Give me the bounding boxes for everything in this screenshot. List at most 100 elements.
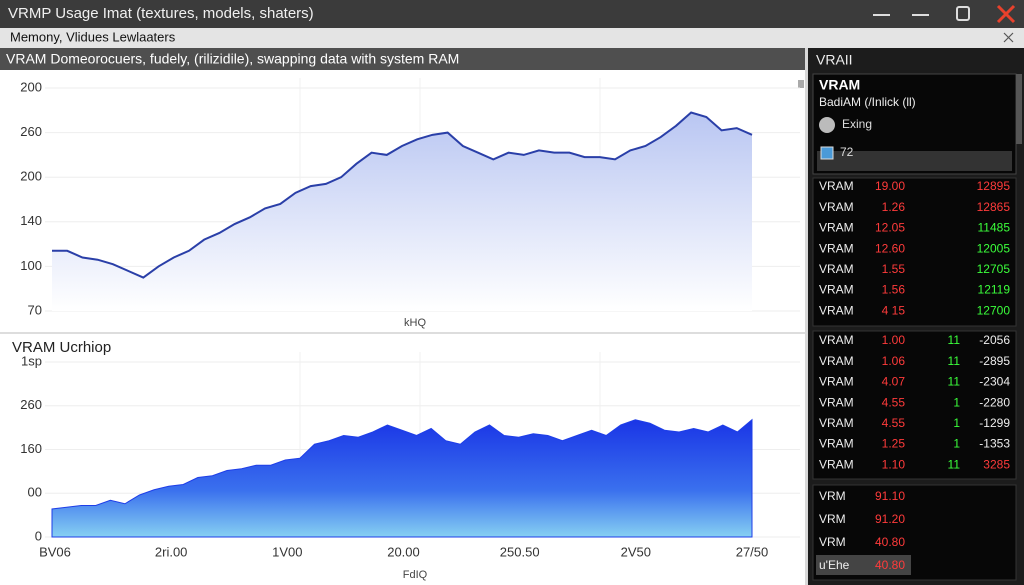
table-cell: 1.55	[882, 262, 906, 276]
y-tick-label: 200	[20, 79, 42, 94]
x-axis-label: kHQ	[404, 317, 426, 329]
table-cell: VRAM	[819, 457, 854, 471]
table-cell: 1.56	[882, 283, 906, 297]
table-cell: 1.06	[882, 354, 906, 368]
table-cell: VRAM	[819, 395, 854, 409]
table-cell: 11	[948, 457, 961, 471]
table-cell: 11	[948, 333, 961, 347]
table-cell: VRAM	[819, 283, 854, 297]
table-cell: -2304	[979, 375, 1010, 389]
table-cell: 12005	[977, 241, 1011, 255]
table-cell: 3285	[983, 457, 1010, 471]
panel-header	[0, 48, 805, 70]
y-tick-label: 260	[20, 124, 42, 139]
x-axis-label: FdIQ	[403, 569, 428, 581]
table-cell: VRM	[819, 512, 846, 526]
box-subtitle: BadiAM (/Inlick (ll)	[819, 95, 916, 109]
input-field[interactable]	[817, 151, 1012, 171]
table-cell: 4.55	[882, 416, 906, 430]
table-cell: 91.20	[875, 512, 905, 526]
table-cell: VRAM	[819, 262, 854, 276]
table-cell: u'Ehe	[819, 558, 850, 572]
y-tick-label: 70	[28, 302, 42, 317]
table-cell: 12705	[977, 262, 1011, 276]
table-cell: -2895	[979, 354, 1010, 368]
selected-row	[816, 555, 911, 575]
x-tick-label: 2V50	[621, 544, 651, 559]
table-cell: 11	[948, 375, 961, 389]
table-cell: -2056	[979, 333, 1010, 347]
table-cell: 4.07	[882, 375, 906, 389]
y-tick-label: 200	[20, 169, 42, 184]
menu-bar	[0, 28, 1024, 48]
table-cell: 11	[948, 354, 961, 368]
table-2-bg	[812, 330, 1017, 480]
y-tick-label: 260	[20, 397, 42, 412]
table-cell: 12119	[978, 283, 1011, 297]
table-cell: 91.10	[875, 489, 905, 503]
checkbox-label: 72	[840, 145, 854, 159]
restore-button[interactable]	[956, 6, 970, 21]
y-tick-label: 100	[20, 258, 42, 273]
table-cell: VRAM	[819, 437, 854, 451]
area	[51, 418, 753, 538]
close-tab-button[interactable]	[1003, 32, 1014, 43]
y-tick-label: 0	[35, 528, 42, 543]
table-cell: VRAM	[819, 221, 854, 235]
table-cell: 1.00	[882, 333, 906, 347]
window-title: VRMP Usage Imat (textures, models, shate…	[8, 5, 314, 22]
table-cell: 12.05	[875, 221, 905, 235]
checkbox[interactable]	[820, 146, 834, 160]
table-cell: 40.80	[875, 558, 905, 572]
radio-button[interactable]	[819, 117, 835, 133]
table-cell: 4.55	[882, 395, 906, 409]
y-tick-label: 1sp	[21, 353, 42, 368]
table-cell: 1	[953, 416, 960, 430]
table-cell: 12700	[977, 303, 1011, 317]
table-cell: VRM	[819, 535, 846, 549]
panel-header-text: VRAM Domeorocuers, fudely, (rilizidile),…	[6, 51, 459, 67]
side-scrollbar[interactable]	[1016, 74, 1022, 144]
table-cell: 1.10	[882, 457, 906, 471]
menu-title: Memony, Vlidues Lewlaaters	[10, 29, 176, 44]
table-cell: VRAM	[819, 179, 854, 193]
table-cell: 19.00	[875, 179, 905, 193]
side-title: VRAII	[816, 52, 853, 68]
y-tick-label: 00	[28, 485, 42, 500]
line	[52, 111, 753, 279]
x-tick-label: 2ri.00	[155, 544, 188, 559]
y-tick-label: 160	[20, 441, 42, 456]
y-tick-label: 140	[20, 213, 42, 228]
x-tick-label: BV06	[39, 544, 71, 559]
table-cell: 12.60	[875, 241, 905, 255]
table-cell: -1353	[979, 437, 1010, 451]
x-tick-label: 250.50	[500, 544, 540, 559]
radio-label: Exing	[842, 117, 872, 131]
table-cell: -2280	[979, 395, 1010, 409]
table-cell: 1	[953, 395, 960, 409]
x-tick-label: 27/50	[736, 544, 769, 559]
table-cell: -1299	[979, 416, 1010, 430]
table-1-bg	[812, 177, 1017, 327]
x-tick-label: 20.00	[387, 544, 420, 559]
x-tick-label: 1V00	[272, 544, 302, 559]
title-bar	[0, 0, 1024, 28]
table-cell: VRAM	[819, 333, 854, 347]
table-cell: 1.25	[882, 437, 906, 451]
scrollbar[interactable]	[798, 80, 804, 88]
table-cell: VRAM	[819, 375, 854, 389]
table-cell: 12865	[977, 200, 1011, 214]
table-cell: 4 15	[882, 303, 906, 317]
table-cell: VRAM	[819, 303, 854, 317]
table-cell: 1.26	[882, 200, 906, 214]
box-title: VRAM	[819, 77, 860, 93]
table-cell: VRAM	[819, 200, 854, 214]
table-cell: 1	[953, 437, 960, 451]
table-cell: VRAM	[819, 241, 854, 255]
table-cell: 12895	[977, 179, 1011, 193]
table-cell: VRAM	[819, 354, 854, 368]
close-button[interactable]	[996, 4, 1016, 24]
table-cell: VRAM	[819, 416, 854, 430]
chart-title: VRAM Ucrhiop	[12, 339, 111, 356]
